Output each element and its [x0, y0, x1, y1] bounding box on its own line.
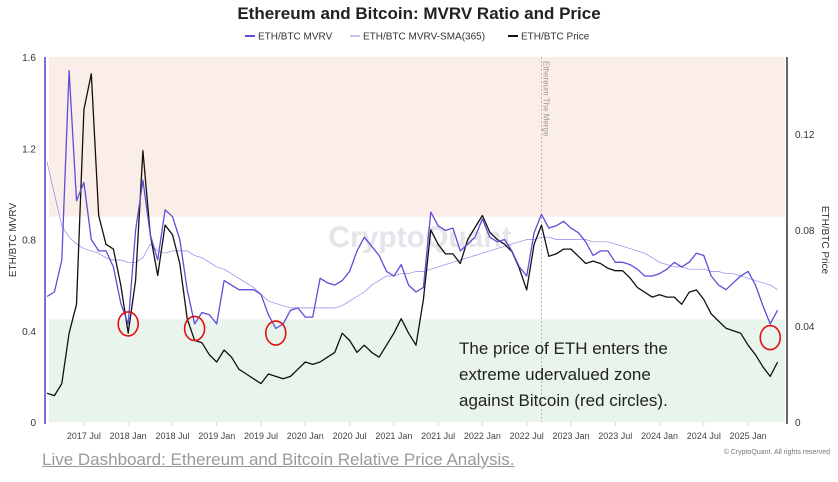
watermark: CryptoQuant	[328, 221, 511, 254]
right-axis-label: ETH/BTC Price	[819, 206, 830, 275]
overvalued-zone	[49, 57, 785, 217]
undervalued-circle	[759, 324, 782, 351]
x-tick-label: 2021 Jul	[421, 431, 455, 441]
annotation-line: The price of ETH enters the	[459, 339, 668, 358]
undervalued-circle	[264, 320, 287, 346]
x-tick-label: 2020 Jul	[333, 431, 367, 441]
x-tick-label: 2022 Jan	[464, 431, 501, 441]
undervalued-circle	[117, 311, 139, 337]
x-tick-label: 2024 Jul	[687, 431, 721, 441]
x-tick-label: 2023 Jul	[598, 431, 632, 441]
annotation-line: against Bitcoin (red circles).	[459, 391, 668, 410]
x-tick-label: 2023 Jan	[552, 431, 589, 441]
x-tick-label: 2019 Jul	[244, 431, 278, 441]
merge-event-label: Ethereum The Merge	[541, 61, 550, 137]
right-tick-label: 0.08	[795, 226, 815, 237]
undervalued-zone	[49, 319, 785, 422]
x-tick-label: 2020 Jan	[287, 431, 324, 441]
legend-item[interactable]: ETH/BTC Price	[521, 32, 590, 43]
undervalued-circle	[183, 315, 206, 342]
series-line-eth-btc-mvrv	[46, 70, 779, 330]
right-tick-label: 0.12	[795, 130, 815, 141]
x-tick-label: 2018 Jan	[110, 431, 147, 441]
left-tick-label: 1.2	[22, 144, 36, 155]
annotation-text: The price of ETH enters the extreme uderv…	[459, 339, 668, 410]
series-line-eth-btc-mvrv-sma-365-	[46, 161, 778, 309]
x-tick-label: 2019 Jan	[198, 431, 235, 441]
x-tick-label: 2017 Jul	[67, 431, 101, 441]
live-dashboard-link[interactable]: Live Dashboard: Ethereum and Bitcoin Rel…	[42, 450, 515, 469]
left-tick-label: 0.4	[22, 327, 36, 338]
left-tick-label: 1.6	[22, 53, 36, 64]
chart-title: Ethereum and Bitcoin: MVRV Ratio and Pri…	[237, 4, 600, 23]
right-tick-label: 0	[795, 418, 801, 429]
x-tick-label: 2025 Jan	[730, 431, 767, 441]
left-axis-label: ETH/BTC MVRV	[8, 203, 19, 278]
legend-item[interactable]: ETH/BTC MVRV	[258, 32, 333, 43]
left-tick-label: 0.8	[22, 236, 36, 247]
right-tick-label: 0.04	[795, 322, 815, 333]
x-tick-label: 2022 Jul	[510, 431, 544, 441]
x-tick-label: 2021 Jan	[375, 431, 412, 441]
x-tick-label: 2018 Jul	[155, 431, 189, 441]
copyright: © CryptoQuant. All rights reserved	[724, 448, 830, 456]
legend-item[interactable]: ETH/BTC MVRV-SMA(365)	[363, 32, 485, 43]
legend: ETH/BTC MVRV ETH/BTC MVRV-SMA(365) ETH/BTC…	[245, 32, 590, 43]
series-line-eth-btc-price	[46, 73, 779, 397]
x-tick-label: 2024 Jan	[641, 431, 678, 441]
left-tick-label: 0	[30, 418, 36, 429]
annotation-line: extreme udervalued zone	[459, 365, 651, 384]
